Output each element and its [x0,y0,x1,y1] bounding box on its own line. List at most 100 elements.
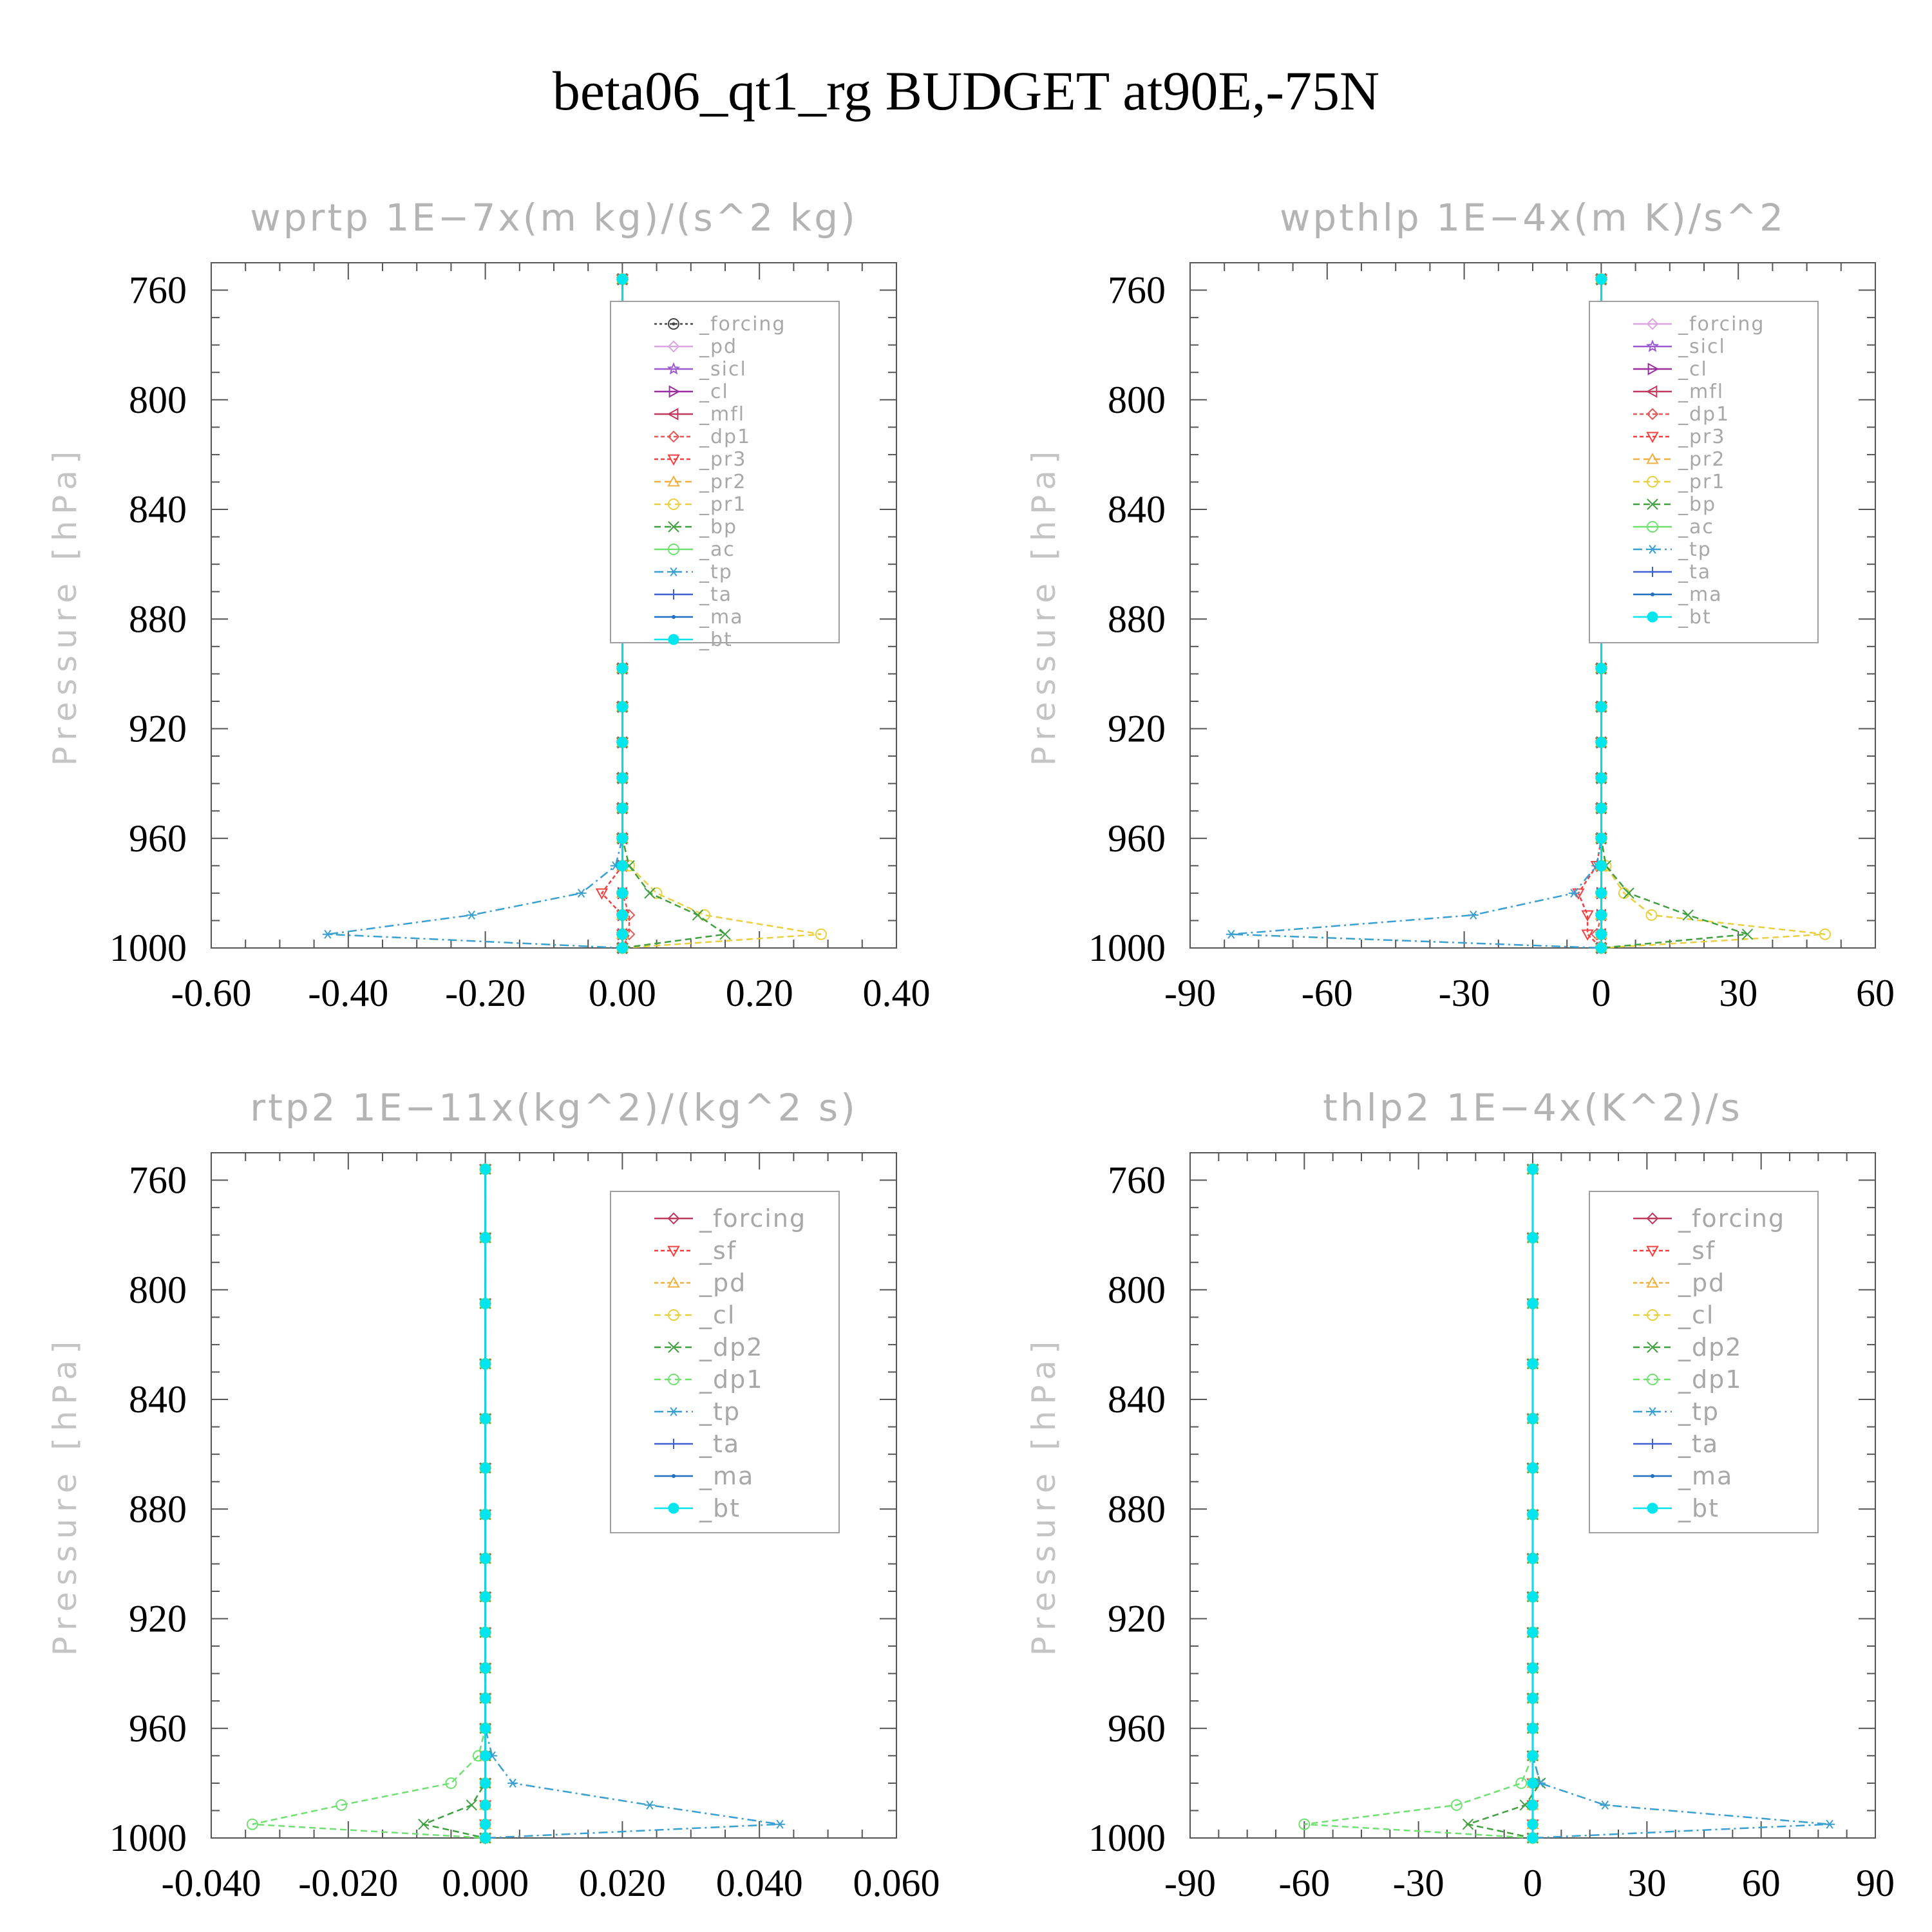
legend-label: _ta [1678,1430,1719,1458]
x-tick-label: -90 [1164,972,1216,1014]
legend-label: _pd [699,1269,746,1297]
series-dp2 [418,1163,491,1844]
legend-marker [667,1212,680,1225]
series-line [1304,1169,1534,1839]
legend-label: _ta [699,583,732,606]
legend-label: _pd [1678,1269,1725,1297]
legend-marker [1647,476,1658,488]
data-point [445,1777,457,1789]
legend-marker [668,385,681,398]
data-point [507,1778,518,1788]
legend-label: _ta [1678,561,1711,583]
legend-item: _tp [1633,1397,1719,1426]
legend-marker [668,1502,679,1514]
y-axis-label: Pressure [hPa] [1025,445,1063,766]
legend-label: _ma [699,1462,754,1490]
y-tick-label: 840 [1108,488,1166,531]
legend-item: _sicl [654,358,746,381]
data-point [1595,802,1607,814]
y-tick-label: 920 [1108,1598,1166,1640]
y-tick-label: 960 [129,1707,187,1750]
legend-marker [668,589,679,600]
x-tick-label: 0.040 [716,1862,803,1904]
data-point [1527,1627,1539,1638]
legend-label: _dp1 [699,1365,763,1394]
legend-item: _tp [654,1397,739,1426]
y-axis-label: Pressure [hPa] [46,445,84,766]
legend-label: _tp [1678,538,1712,561]
legend-item: _bt [1633,606,1712,629]
data-point [1595,772,1607,784]
data-point [616,929,628,940]
legend-item: _pr2 [1633,448,1724,471]
y-tick-label: 1000 [1088,1817,1166,1859]
legend-item: _dp2 [654,1333,762,1361]
x-tick-label: -0.020 [298,1862,398,1904]
legend-label: _pr3 [1678,426,1725,448]
y-tick-label: 800 [129,379,187,421]
legend: _forcing _sf _pd _cl _dp2 _dp1 _tp _ta _ma _bt [1589,1191,1819,1533]
legend-marker [1647,1439,1658,1449]
legend-marker [667,362,681,375]
data-point [480,1553,491,1564]
legend-marker [1646,1212,1659,1225]
legend-marker [1646,431,1659,444]
legend-label: _bt [1678,606,1712,629]
legend-item: _cl [1633,1301,1713,1329]
legend-item: _forcing [1633,1204,1784,1233]
legend-item: _pr2 [654,471,745,493]
legend-label: _ac [699,538,735,561]
x-tick-label: 60 [1856,972,1895,1014]
legend-label: _forcing [699,313,786,336]
legend-marker [1647,1502,1658,1514]
data-point [322,929,333,939]
series-line [1231,279,1602,949]
data-point [1527,1413,1539,1425]
x-tick-label: -60 [1302,972,1353,1014]
data-point [418,1819,430,1830]
x-tick-label: 0.20 [726,972,793,1014]
legend-label: _tp [1678,1397,1719,1426]
legend-label: _ma [1678,583,1723,606]
data-point [1468,910,1479,920]
legend-marker [1647,1374,1658,1385]
panel-title: wpthlp 1E−4x(m K)/s^2 [1280,196,1786,240]
data-point [1527,1723,1539,1734]
data-point [1527,1750,1539,1761]
data-point [480,1164,491,1175]
legend-marker [1651,592,1654,596]
legend-item: _sf [654,1236,735,1265]
legend-label: _ma [1678,1462,1733,1490]
data-point [1568,888,1579,898]
legend-item: _tp [654,561,732,583]
y-tick-label: 800 [129,1269,187,1311]
x-tick-label: -0.040 [162,1862,261,1904]
legend-label: _ta [699,1430,740,1458]
data-point [775,1819,786,1829]
legend-label: _pr1 [699,493,746,516]
legend-marker [672,1474,676,1478]
legend-marker [1646,317,1659,330]
legend-label: _mfl [1678,381,1724,403]
data-point [480,1298,491,1309]
legend-marker [1646,1276,1659,1288]
data-point [1595,860,1607,871]
y-tick-label: 880 [129,1488,187,1530]
data-point [644,1800,655,1810]
x-tick-label: 0.000 [442,1862,529,1904]
x-tick-label: -30 [1439,972,1490,1014]
data-point [1527,1799,1539,1811]
data-point [1527,1509,1539,1520]
legend-item: _pr1 [654,493,746,516]
y-tick-label: 760 [1108,269,1166,312]
legend-item: _forcing [654,1204,805,1233]
legend-label: _cl [699,1301,735,1329]
legend: _forcing_sicl_cl_mfl_dp1_pr3_pr2_pr1_bp_… [1589,301,1819,643]
data-point [616,802,628,814]
legend-marker [1651,1474,1654,1478]
data-point [1595,929,1607,940]
data-point [1527,1662,1539,1674]
data-point [480,1832,491,1844]
legend-label: _pr1 [1678,471,1725,493]
data-point [616,701,628,712]
